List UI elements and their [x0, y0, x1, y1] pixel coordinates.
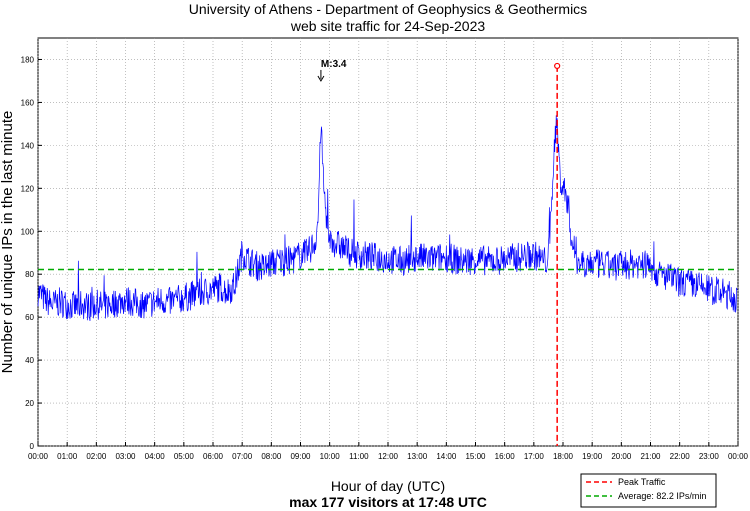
x-tick-label: 00:00 — [728, 452, 749, 461]
annotation-arrow-icon — [317, 75, 325, 82]
y-tick-label: 0 — [30, 442, 35, 451]
y-tick-label: 80 — [25, 270, 34, 279]
x-tick-label: 00:00 — [28, 452, 49, 461]
y-tick-label: 40 — [25, 356, 34, 365]
peak-marker — [554, 62, 561, 70]
earthquake-annotation: M:3.4 — [317, 59, 347, 82]
x-tick-label: 03:00 — [115, 452, 136, 461]
footer-max-visitors: max 177 visitors at 17:48 UTC — [289, 494, 487, 510]
x-tick-label: 20:00 — [611, 452, 632, 461]
x-tick-label: 18:00 — [553, 452, 574, 461]
traffic-line — [37, 115, 738, 321]
x-tick-label: 21:00 — [640, 452, 661, 461]
x-tick-label: 02:00 — [86, 452, 107, 461]
x-axis-label: Hour of day (UTC) — [331, 478, 445, 494]
legend-average-label: Average: 82.2 IPs/min — [618, 491, 706, 501]
y-axis: 0 20 40 60 80 100 120 140 160 180 — [21, 55, 42, 451]
x-tick-label: 14:00 — [436, 452, 457, 461]
annotation-layer: M:3.4 — [317, 59, 347, 82]
y-tick-label: 60 — [25, 313, 34, 322]
legend: Peak Traffic Average: 82.2 IPs/min — [580, 473, 717, 508]
x-tick-label: 05:00 — [174, 452, 195, 461]
x-tick-label: 22:00 — [670, 452, 691, 461]
x-tick-label: 07:00 — [232, 452, 253, 461]
grid — [37, 38, 739, 447]
x-tick-label: 11:00 — [349, 452, 369, 461]
y-tick-label: 140 — [21, 141, 35, 150]
x-tick-label: 23:00 — [699, 452, 720, 461]
chart-subtitle: web site traffic for 24-Sep-2023 — [290, 18, 486, 34]
legend-box — [580, 473, 717, 508]
x-tick-label: 13:00 — [407, 452, 428, 461]
x-tick-label: 01:00 — [57, 452, 78, 461]
y-tick-label: 180 — [21, 55, 35, 64]
x-tick-label: 06:00 — [203, 452, 224, 461]
x-tick-label: 09:00 — [290, 452, 311, 461]
y-axis-label: Number of unique IPs in the last minute — [0, 111, 16, 374]
legend-peak-label: Peak Traffic — [618, 477, 666, 487]
series-layer — [37, 62, 738, 446]
y-tick-label: 120 — [21, 184, 35, 193]
x-tick-label: 04:00 — [145, 452, 166, 461]
x-tick-label: 17:00 — [524, 452, 545, 461]
x-axis: 00:00 01:00 02:00 03:00 04:00 05:00 06:00 07:00… — [28, 442, 749, 461]
x-tick-label: 16:00 — [495, 452, 516, 461]
y-tick-label: 160 — [21, 98, 35, 107]
x-tick-label: 19:00 — [582, 452, 603, 461]
x-tick-label: 15:00 — [465, 452, 486, 461]
x-tick-label: 10:00 — [320, 452, 341, 461]
chart-title: University of Athens - Department of Geo… — [189, 1, 587, 17]
x-tick-label: 12:00 — [378, 452, 399, 461]
x-tick-label: 08:00 — [261, 452, 282, 461]
y-tick-label: 100 — [21, 227, 35, 236]
y-tick-label: 20 — [25, 399, 34, 408]
annotation-label: M:3.4 — [321, 59, 347, 70]
